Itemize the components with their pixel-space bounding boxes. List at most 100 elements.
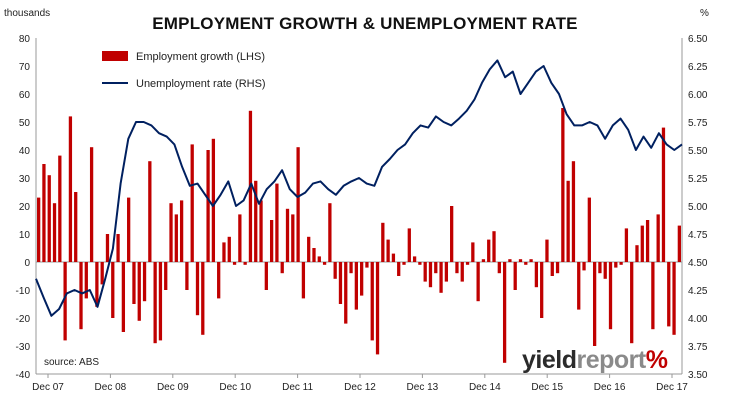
bar: [550, 262, 554, 276]
legend-line-label: Unemployment rate (RHS): [136, 78, 266, 90]
bar: [439, 262, 443, 293]
bar: [450, 206, 454, 262]
bar: [137, 262, 141, 321]
right-tick-label: 4.00: [688, 314, 708, 325]
bar: [497, 262, 501, 274]
bar: [264, 262, 268, 290]
left-tick-label: 40: [19, 146, 31, 157]
bar: [476, 262, 480, 302]
bar: [608, 262, 613, 330]
right-tick-label: 5.75: [688, 118, 708, 129]
bar: [614, 262, 618, 268]
bar: [322, 262, 327, 265]
bar: [365, 262, 369, 268]
bar: [444, 262, 449, 282]
bar: [206, 150, 210, 262]
left-tick-label: 80: [19, 34, 31, 45]
bar: [418, 262, 422, 265]
x-tick-label: Dec 14: [469, 382, 501, 393]
bar: [174, 214, 178, 262]
bar: [63, 262, 67, 341]
bar: [661, 127, 666, 262]
bar: [592, 262, 597, 346]
bar: [508, 259, 512, 262]
x-tick-label: Dec 13: [407, 382, 439, 393]
bar: [487, 239, 491, 262]
right-tick-label: 6.25: [688, 62, 708, 73]
bar: [301, 262, 306, 299]
bar: [630, 262, 634, 344]
left-tick-label: 70: [19, 62, 31, 73]
bar: [545, 239, 549, 262]
bar: [397, 262, 401, 276]
bar: [502, 262, 507, 363]
bar: [58, 155, 62, 262]
bar: [402, 262, 406, 265]
logo-part3: %: [645, 346, 668, 374]
bar: [481, 259, 486, 262]
right-axis-unit: %: [700, 8, 709, 19]
bar: [127, 197, 131, 262]
bar: [513, 262, 517, 290]
bar: [561, 108, 565, 262]
bar: [89, 147, 94, 262]
chart-title: EMPLOYMENT GROWTH & UNEMPLOYMENT RATE: [152, 14, 578, 33]
left-tick-label: 20: [19, 202, 31, 213]
bar: [582, 262, 586, 271]
x-tick-label: Dec 12: [344, 382, 376, 393]
bar: [555, 262, 560, 274]
bar: [201, 262, 205, 335]
bar: [158, 262, 163, 341]
bar: [465, 262, 470, 265]
x-tick-label: Dec 15: [531, 382, 563, 393]
x-tick-label: Dec 10: [219, 382, 251, 393]
line-series: [35, 59, 683, 317]
left-tick-label: -30: [16, 342, 31, 353]
bar: [328, 203, 332, 262]
bar: [275, 183, 279, 262]
bar: [672, 262, 676, 335]
bar: [84, 262, 88, 299]
bar: [269, 220, 274, 262]
bar: [222, 242, 226, 262]
bar: [349, 262, 353, 274]
bar: [412, 256, 417, 262]
bar: [370, 262, 374, 341]
bar: [434, 262, 438, 274]
x-tick-label: Dec 09: [157, 382, 189, 393]
left-tick-label: 0: [24, 258, 30, 269]
bar: [259, 200, 263, 262]
bar: [111, 262, 115, 318]
bar: [518, 259, 523, 262]
right-tick-label: 4.25: [688, 286, 708, 297]
bar: [238, 214, 242, 262]
bar: [285, 208, 290, 262]
left-tick-label: 50: [19, 118, 31, 129]
bar: [217, 262, 221, 299]
right-tick-label: 6.00: [688, 90, 708, 101]
x-tick-label: Dec 11: [282, 382, 313, 393]
bar: [243, 262, 247, 265]
bar: [524, 262, 528, 265]
left-axis-unit: thousands: [4, 8, 51, 19]
bar: [598, 262, 602, 274]
left-tick-label: -10: [16, 286, 31, 297]
bar: [640, 225, 644, 262]
bar: [254, 180, 258, 262]
bar: [635, 245, 639, 262]
left-tick-label: -40: [16, 370, 31, 381]
bar: [232, 262, 237, 265]
bar: [307, 236, 311, 262]
bar: [42, 164, 46, 262]
right-tick-label: 6.50: [688, 34, 708, 45]
x-tick-label: Dec 07: [32, 382, 64, 393]
bar: [571, 161, 576, 262]
bar: [105, 234, 110, 262]
bar: [354, 262, 358, 310]
bar: [587, 197, 591, 262]
bar: [52, 203, 57, 262]
unemployment-line: [35, 59, 683, 317]
right-tick-label: 5.50: [688, 146, 708, 157]
bar: [121, 262, 126, 332]
